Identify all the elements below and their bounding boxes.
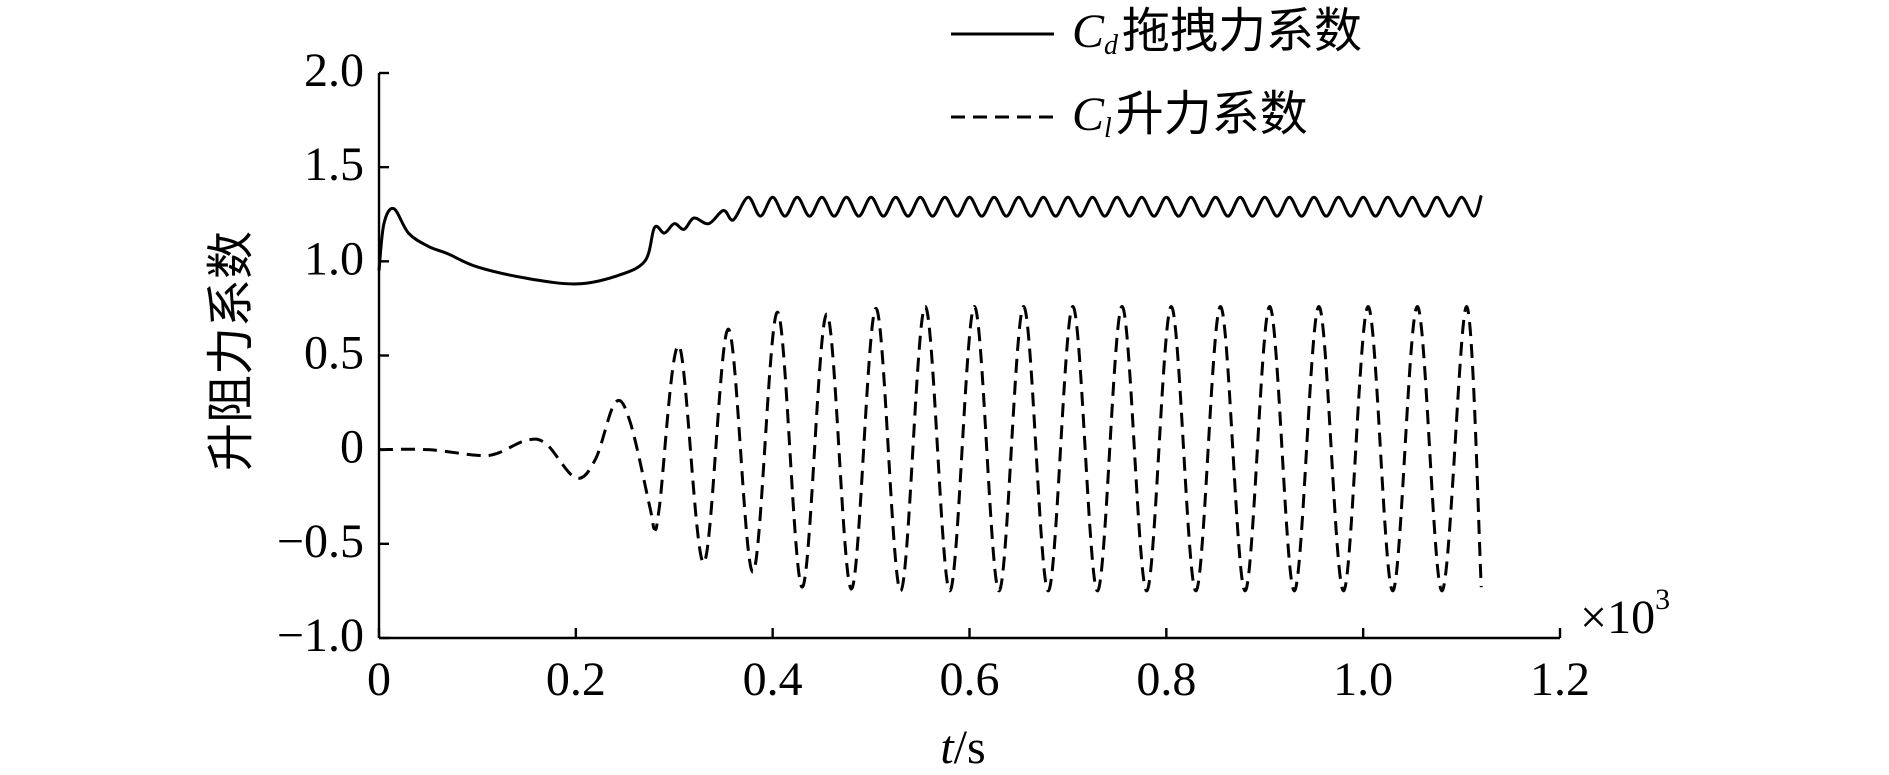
y-tick-label: −0.5 [277,515,364,568]
x-tick-label: 0.4 [743,653,803,706]
x-multiplier: ×103 [1580,583,1670,644]
legend-subscript: d [1104,30,1119,61]
legend-label: Cl升力系数 [1072,88,1308,144]
legend-text: 拖拽力系数 [1122,5,1362,58]
x-tick-label: 0 [367,653,391,706]
y-tick-label: −1.0 [277,609,364,662]
y-tick-label: 0.5 [304,327,364,380]
legend-text: 升力系数 [1116,88,1308,141]
x-tick-label: 1.2 [1530,653,1590,706]
legend-symbol: C [1072,88,1105,141]
x-axis-unit: /s [954,721,986,774]
y-tick-label: 2.0 [304,44,364,97]
legend-subscript: l [1104,113,1112,144]
multiplier-base: ×10 [1580,591,1655,644]
x-tick-label: 0.2 [546,653,606,706]
x-axis-symbol: t [940,721,955,774]
legend-symbol: C [1072,5,1105,58]
series-line [378,305,1483,593]
y-tick-label: 1.5 [304,138,364,191]
y-tick-label: 1.0 [304,232,364,285]
x-tick-label: 0.6 [940,653,1000,706]
y-tick-label: 0 [340,421,364,474]
series-line [377,194,1483,286]
legend-label: Cd拖拽力系数 [1072,5,1362,61]
x-tick-label: 0.8 [1136,653,1196,706]
x-axis-label: t/s [940,721,985,774]
multiplier-exponent: 3 [1655,583,1670,616]
x-tick-label: 1.0 [1333,653,1393,706]
y-axis-label: 升阻力系数 [205,231,258,471]
